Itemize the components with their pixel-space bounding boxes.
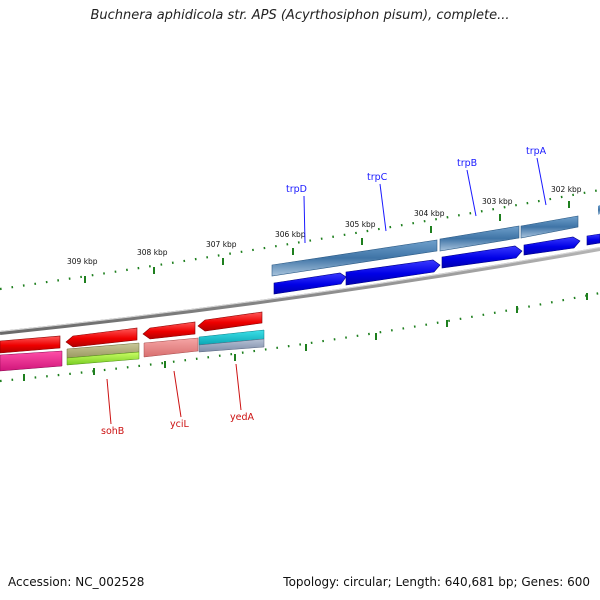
map-title: Buchnera aphidicola str. APS (Acyrthosip…	[90, 8, 510, 23]
forward-cds-track	[273, 233, 600, 295]
tick-label-309: 309 kbp	[67, 257, 98, 266]
cds-arrow-sohB[interactable]	[0, 335, 61, 354]
gene-label-trpC[interactable]: trpC	[367, 172, 388, 183]
reverse-feature-track	[0, 329, 265, 372]
cds-arrow-yciL[interactable]	[65, 327, 138, 348]
tick-label-302: 302 kbp	[551, 185, 582, 194]
tick-label-306: 306 kbp	[275, 230, 306, 239]
gene-label-yciL[interactable]: yciL	[170, 419, 189, 430]
gene-label-sohB[interactable]: sohB	[101, 426, 124, 437]
cds-arrow-yedA[interactable]	[142, 321, 196, 340]
tick-label-308: 308 kbp	[137, 248, 168, 257]
accession-text: Accession: NC_002528	[8, 575, 145, 589]
genome-summary-text: Topology: circular; Length: 640,681 bp; …	[283, 575, 590, 589]
gene-label-trpA[interactable]: trpA	[526, 146, 547, 157]
cds-arrow-trpD[interactable]	[273, 272, 347, 295]
cds-arrow-trpC[interactable]	[345, 259, 441, 286]
tick-label-303: 303 kbp	[482, 197, 513, 206]
gene-label-yedA[interactable]: yedA	[230, 412, 254, 423]
tick-label-307: 307 kbp	[206, 240, 237, 249]
forward-gene-track	[271, 205, 600, 277]
cds-arrow-trpB[interactable]	[441, 245, 523, 269]
gene-label-trpB[interactable]: trpB	[457, 158, 477, 169]
genome-backbone	[0, 247, 600, 335]
forward-gene-labels: trpD trpC trpB trpA	[286, 146, 547, 244]
lower-scale-track	[0, 291, 600, 383]
gene-label-trpD[interactable]: trpD	[286, 184, 307, 195]
reverse-cds-track	[0, 311, 263, 354]
tick-label-304: 304 kbp	[414, 209, 445, 218]
cds-arrow-trpA[interactable]	[523, 236, 581, 256]
reverse-gene-labels: sohB yciL yedA	[101, 363, 254, 437]
tick-label-305: 305 kbp	[345, 220, 376, 229]
upper-scale-track: 309 kbp 308 kbp 307 kbp 306 kbp 305 kbp …	[0, 185, 600, 291]
